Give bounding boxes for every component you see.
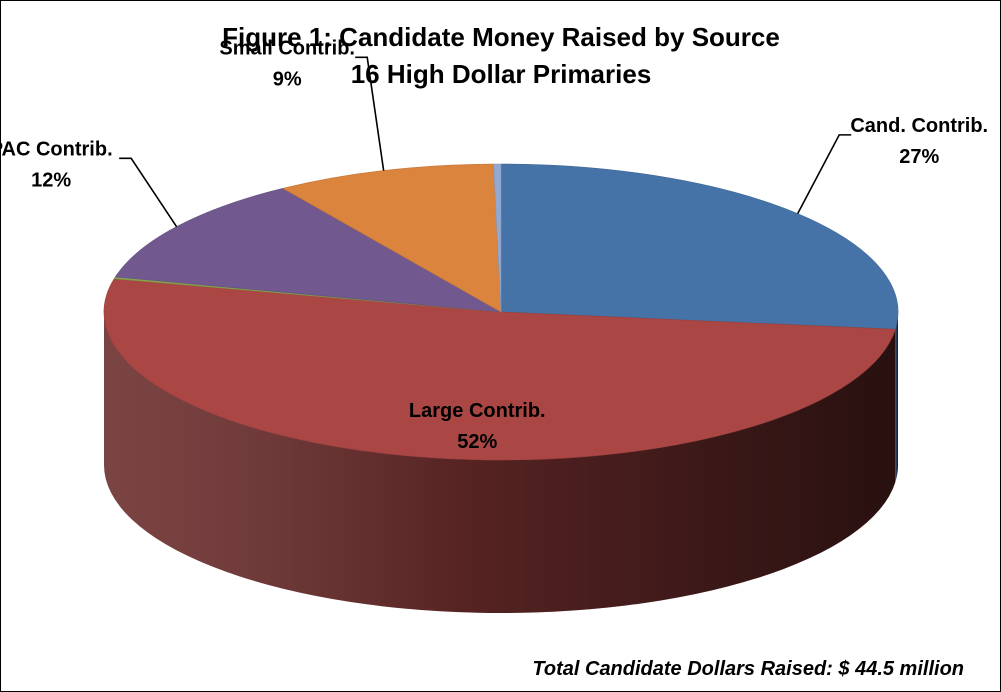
pie-slice-3 (114, 188, 502, 313)
leader-line-3 (119, 157, 178, 228)
slice-value-label-1: 52% (457, 431, 497, 453)
slice-label-3: PAC Contrib. (1, 138, 113, 160)
pie-labels: Cand. Contrib. 27% Large Contrib. 52% PAC Co… (1, 37, 988, 452)
chart-title: Figure 1: Candidate Money Raised by Sour… (222, 22, 780, 52)
pie-sides (104, 312, 898, 613)
pie-side-shade-0 (895, 312, 898, 483)
slice-label-0: Cand. Contrib. (850, 115, 988, 137)
pie-slice-4 (282, 163, 502, 313)
leader-line-4 (355, 56, 385, 171)
slice-value-label-0: 27% (899, 146, 939, 168)
pie-tops (103, 163, 899, 461)
total-footnote: Total Candidate Dollars Raised: $ 44.5 m… (532, 658, 964, 680)
pie-leaders (119, 56, 852, 228)
slice-label-4: Small Contrib. (219, 37, 355, 59)
slice-value-label-4: 9% (273, 68, 302, 90)
pie-side-shade-1 (104, 312, 896, 613)
chart-subtitle: 16 High Dollar Primaries (351, 59, 652, 89)
pie-slice-5 (493, 163, 502, 313)
pie-slice-1 (103, 278, 896, 461)
slice-value-label-3: 12% (31, 169, 71, 191)
pie-slice-0 (500, 163, 899, 330)
slice-label-1: Large Contrib. (409, 400, 546, 422)
leader-line-0 (796, 134, 852, 215)
